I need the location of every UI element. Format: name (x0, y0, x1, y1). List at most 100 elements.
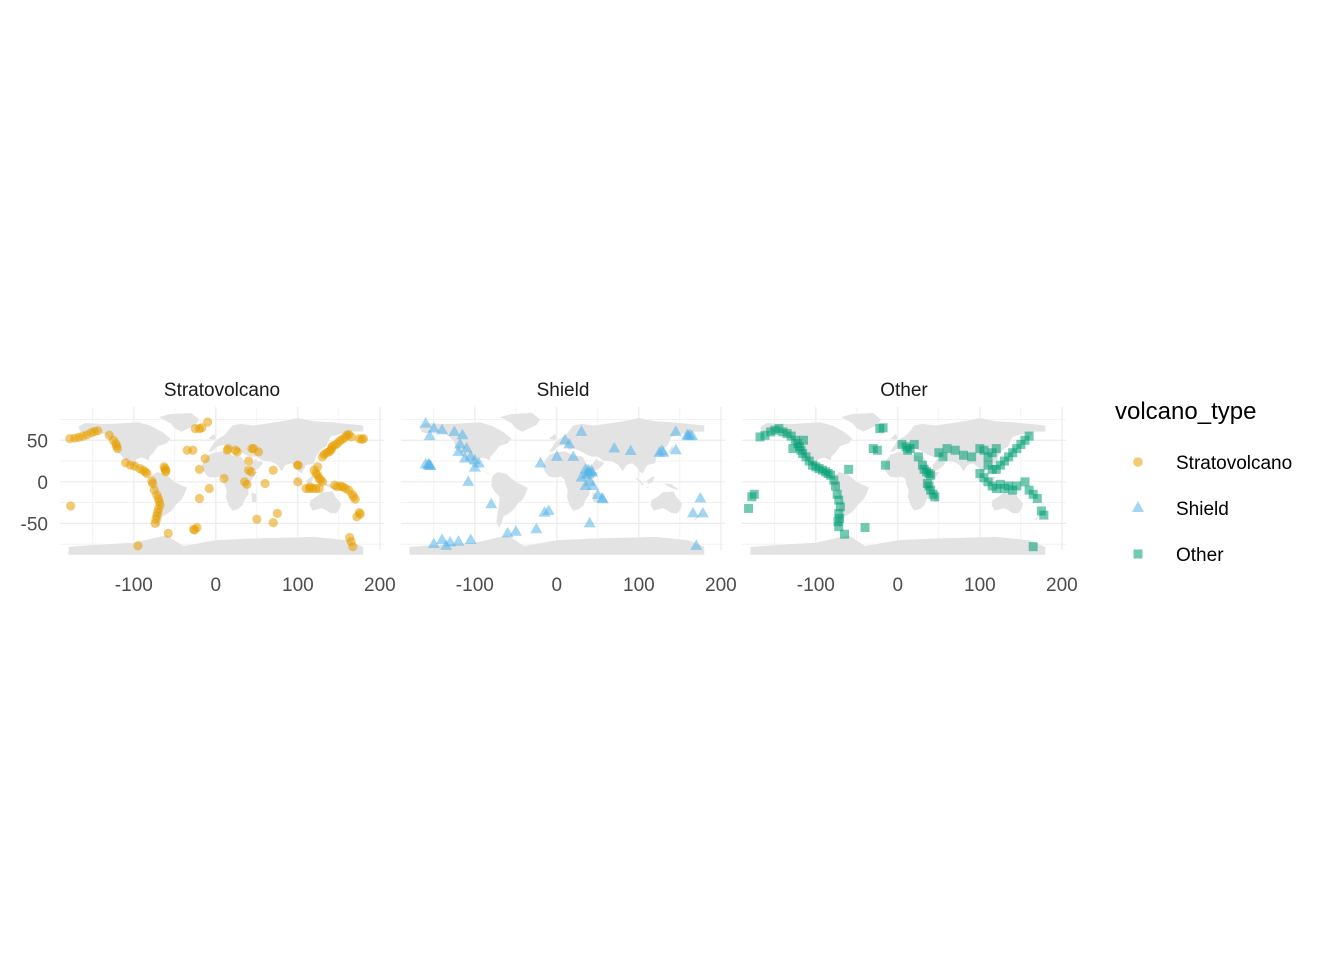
series-other (744, 423, 1049, 552)
data-point (567, 450, 580, 461)
x-tick-label: -100 (456, 575, 494, 596)
data-point (464, 450, 477, 461)
land-shape (207, 417, 364, 474)
data-point (509, 525, 522, 536)
y-tick-label: 50 (27, 431, 48, 452)
data-point (204, 483, 214, 494)
data-point (485, 497, 498, 509)
data-point (696, 506, 709, 518)
land-shape (591, 458, 605, 473)
data-point (1028, 542, 1038, 552)
land-shape (650, 490, 683, 514)
data-point (252, 514, 262, 524)
land-shape (207, 433, 218, 441)
data-point (305, 482, 315, 492)
data-point (1012, 481, 1022, 491)
data-point (223, 443, 233, 454)
data-point (192, 522, 202, 533)
data-point (293, 477, 303, 487)
x-tick-label: 0 (211, 575, 222, 596)
legend-entry-shield: Shield (1132, 499, 1229, 520)
data-point (452, 445, 465, 456)
data-point (163, 528, 173, 538)
data-point (188, 445, 198, 455)
facet-label-other: Other (880, 380, 928, 401)
land-shape (498, 412, 541, 433)
facet-panel-stratovolcano: Stratovolcano -100 0 100 200 50 0 -50 (21, 380, 396, 596)
data-point (530, 522, 543, 534)
facet-label-stratovolcano: Stratovolcano (164, 380, 280, 401)
data-point (938, 452, 948, 462)
data-point (161, 467, 171, 477)
data-point (826, 470, 836, 480)
data-point (427, 537, 440, 549)
land-shape (889, 433, 900, 441)
data-point (595, 491, 608, 503)
data-point (219, 473, 229, 484)
legend-entry-other: Other (1133, 545, 1224, 566)
data-point (834, 495, 844, 505)
data-point (788, 444, 798, 454)
data-point (583, 516, 596, 528)
data-point (454, 437, 467, 449)
data-point (93, 426, 103, 436)
data-point (575, 425, 588, 436)
data-point (799, 435, 809, 445)
data-point (608, 442, 621, 453)
data-point (232, 447, 242, 457)
data-point (244, 456, 254, 466)
data-point (834, 522, 844, 532)
data-point (456, 428, 469, 440)
legend: volcano_type Stratovolcano Shield Other (1115, 398, 1292, 566)
data-point (419, 417, 432, 428)
data-point (348, 542, 358, 552)
data-point (829, 475, 839, 485)
data-point (312, 462, 323, 472)
data-point (881, 460, 891, 470)
data-point (1032, 493, 1042, 503)
land-shape (839, 412, 882, 433)
land-shape (304, 475, 314, 485)
data-point (440, 539, 453, 550)
legend-key-circle (1133, 457, 1143, 467)
x-tick-label: 200 (364, 575, 396, 596)
data-point (575, 471, 588, 482)
data-point (878, 423, 888, 433)
data-point (293, 460, 303, 470)
legend-key-square (1133, 549, 1143, 559)
data-point (833, 517, 843, 527)
data-point (317, 477, 328, 487)
land-shape (889, 417, 1046, 474)
data-point (563, 437, 576, 449)
legend-title: volcano_type (1115, 398, 1256, 425)
data-point (203, 417, 213, 427)
land-shape (408, 534, 705, 556)
world-map-land (749, 412, 1046, 556)
facet-label-shield: Shield (537, 380, 590, 401)
data-point (346, 432, 356, 442)
data-point (462, 475, 475, 486)
data-point (112, 443, 123, 454)
data-point (468, 461, 481, 472)
data-point (840, 529, 850, 539)
data-point (926, 470, 936, 480)
data-point (579, 479, 592, 490)
data-point (448, 425, 461, 436)
data-point (133, 541, 143, 551)
land-shape (548, 433, 559, 441)
x-tick-label: 0 (893, 575, 904, 596)
data-point (624, 444, 637, 456)
data-point (460, 442, 473, 453)
x-tick-label: 100 (964, 575, 996, 596)
data-point (350, 494, 360, 504)
data-point (860, 523, 870, 533)
land-shape (991, 490, 1024, 514)
data-point (550, 450, 563, 461)
data-point (464, 533, 477, 545)
data-point (436, 423, 449, 435)
x-tick-label: 100 (282, 575, 314, 596)
data-point (958, 450, 968, 460)
data-point (194, 464, 205, 474)
data-point (246, 467, 256, 477)
